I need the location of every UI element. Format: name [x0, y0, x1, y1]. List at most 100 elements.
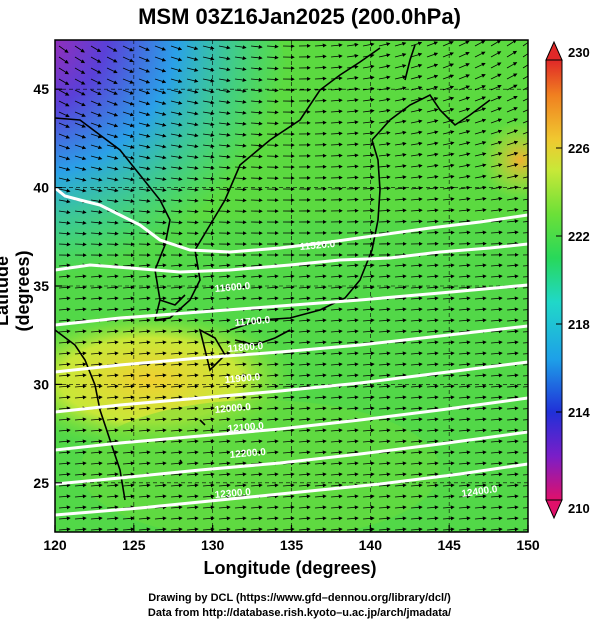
wind-vector: [202, 494, 215, 499]
wind-vector: [234, 67, 247, 72]
wind-vector: [522, 474, 528, 476]
wind-vector: [170, 384, 183, 389]
wind-vector: [394, 263, 407, 268]
wind-vector: [90, 296, 103, 301]
wind-vector: [106, 428, 119, 433]
wind-vector: [378, 472, 391, 477]
wind-vector: [346, 87, 359, 92]
wind-vector: [202, 165, 215, 170]
wind-vector: [346, 461, 359, 466]
wind-vector: [74, 100, 86, 107]
wind-vector: [378, 417, 391, 422]
wind-vector: [58, 483, 71, 488]
wind-vector: [106, 340, 119, 345]
wind-vector: [474, 208, 487, 213]
wind-vector: [346, 53, 359, 58]
wind-vector: [74, 67, 86, 74]
wind-vector: [90, 417, 103, 422]
colorbar-tick-label: 210: [568, 501, 590, 516]
wind-vector: [490, 84, 502, 91]
x-tick-label: 130: [201, 537, 225, 553]
wind-vector: [362, 164, 375, 169]
wind-vector: [186, 428, 199, 433]
wind-vector: [458, 395, 471, 400]
wind-vector: [362, 439, 375, 444]
wind-vector: [266, 307, 279, 312]
wind-vector: [234, 176, 247, 181]
wind-vector: [378, 186, 391, 191]
wind-vector: [202, 263, 215, 268]
wind-vector: [58, 45, 69, 53]
wind-vector: [90, 362, 103, 367]
wind-vector: [474, 296, 487, 301]
wind-vector: [90, 439, 103, 444]
wind-vector: [474, 373, 487, 378]
wind-vector: [474, 141, 487, 146]
wind-vector: [298, 296, 311, 301]
wind-vector: [154, 89, 167, 95]
y-tick-label: 45: [33, 81, 49, 97]
wind-vector: [122, 144, 135, 149]
wind-vector: [506, 163, 519, 168]
wind-vector: [458, 63, 470, 69]
wind-vector: [282, 439, 295, 444]
wind-vector: [250, 439, 263, 444]
wind-vector: [202, 198, 215, 203]
wind-vector: [90, 329, 103, 334]
wind-vector: [122, 45, 134, 52]
wind-vector: [378, 494, 391, 499]
wind-vector: [474, 395, 487, 400]
wind-vector: [90, 274, 103, 279]
wind-vector: [490, 51, 502, 58]
wind-vector: [458, 51, 470, 58]
wind-vector: [106, 78, 118, 84]
wind-vector: [58, 340, 71, 345]
wind-vector: [74, 133, 87, 139]
wind-vector: [314, 494, 327, 499]
wind-vector: [234, 78, 247, 82]
wind-vector: [522, 364, 528, 366]
wind-vector: [442, 130, 455, 135]
wind-vector: [362, 153, 375, 158]
wind-vector: [378, 406, 391, 411]
wind-vector: [58, 166, 71, 172]
wind-vector: [202, 428, 215, 433]
wind-vector: [330, 87, 343, 92]
wind-vector: [442, 41, 454, 47]
wind-vector: [218, 121, 231, 126]
wind-vector: [106, 100, 119, 106]
wind-vector: [154, 285, 167, 290]
wind-vector: [170, 133, 183, 138]
wind-vector: [106, 329, 119, 334]
wind-vector: [426, 274, 439, 279]
wind-vector: [266, 406, 279, 411]
wind-vector: [410, 406, 423, 411]
wind-vector: [266, 373, 279, 378]
wind-vector: [234, 143, 247, 148]
wind-vector: [490, 174, 503, 179]
wind-vector: [58, 296, 71, 301]
wind-vector: [474, 494, 487, 499]
wind-vector: [458, 296, 471, 301]
wind-vector: [218, 406, 231, 411]
wind-vector: [138, 89, 151, 95]
wind-vector: [490, 483, 503, 488]
wind-vector: [122, 188, 135, 193]
wind-vector: [186, 417, 199, 422]
wind-vector: [58, 395, 71, 400]
wind-vector: [410, 450, 423, 455]
wind-vector: [106, 450, 119, 455]
wind-vector: [186, 384, 199, 389]
wind-vector: [122, 231, 135, 236]
wind-vector: [218, 154, 231, 159]
wind-vector: [490, 373, 503, 378]
wind-vector: [442, 296, 455, 301]
wind-vector: [122, 483, 135, 488]
wind-vector: [506, 395, 519, 400]
wind-vector: [426, 483, 439, 488]
wind-vector: [474, 307, 487, 312]
wind-vector: [154, 177, 167, 182]
wind-vector: [122, 220, 135, 225]
wind-vector: [458, 428, 471, 433]
wind-vector: [186, 155, 199, 160]
